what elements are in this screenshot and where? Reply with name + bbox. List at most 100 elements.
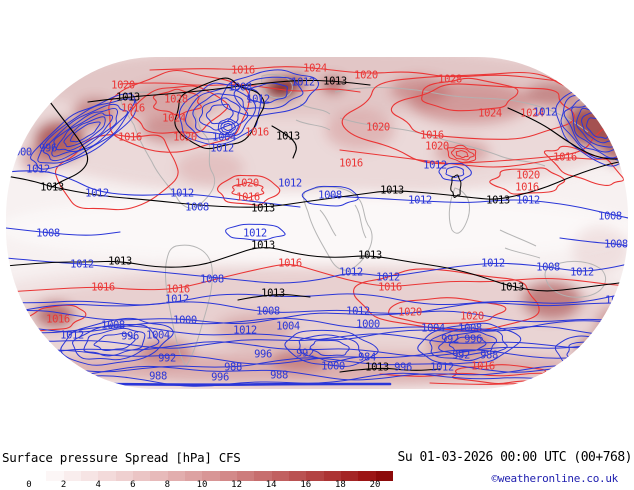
pressure-label: 1008 [185,202,209,214]
pressure-label: 992 [452,350,470,362]
scale-tick: 10 [196,480,208,490]
pressure-label: 1012 [243,228,267,240]
pressure-label: 1012 [165,294,189,306]
pressure-label: 1016 [118,132,142,144]
scale-segment [167,471,185,481]
pressure-label: 1016 [378,282,402,294]
scale-segment [306,471,324,481]
pressure-label: 1012 [346,306,370,318]
pressure-label: 1012 [85,188,109,200]
pressure-label: 1013 [500,282,524,294]
pressure-label: 1016 [245,127,269,139]
scale-segment [63,471,81,481]
pressure-label: 988 [149,371,167,383]
map-title: Surface pressure Spread [hPa] CFS [2,450,241,465]
contours-black [6,77,628,373]
pressure-label: 1020 [173,132,197,144]
pressure-label: 996 [121,331,139,343]
pressure-label: 1016 [471,361,495,373]
pressure-label: 1016 [91,282,115,294]
pressure-label: 1013 [380,185,404,197]
pressure-label: 1004 [146,330,170,342]
pressure-label: 1013 [108,256,132,268]
pressure-label: 1013 [116,92,140,104]
scale-tick: 6 [130,480,136,490]
spread-shading [6,57,628,389]
scale-segment [184,471,203,481]
pressure-label: 1012 [26,164,50,176]
pressure-label: 1008 [36,228,60,240]
pressure-label: 992 [441,334,459,346]
pressure-label: 1012 [233,325,257,337]
pressure-label: 1013 [251,240,275,252]
scale-segment [375,471,393,481]
pressure-label: 1028 [164,94,188,106]
scale-segment [288,471,307,481]
scale-segment [219,471,237,481]
scale-tick: 4 [95,480,101,490]
scale-segment [98,471,116,481]
map-datetime: Su 01-03-2026 00:00 UTC (00+768) [397,450,633,465]
pressure-label: 1020 [366,122,390,134]
pressure-label: 1016 [166,284,190,296]
scale-tick: 12 [231,480,243,490]
pressure-label: 1016 [420,130,444,142]
pressure-label: 1000 [321,361,345,373]
pressure-label: 1024 [162,113,186,125]
scale-segment [202,471,220,481]
pressure-label: 1020 [460,311,484,323]
pressure-label: 1012 [291,77,315,89]
scale-segment [358,471,376,481]
scale-segment [80,471,99,481]
pressure-label: 1008 [200,274,224,286]
pressure-label: 1020 [516,170,540,182]
pressure-label: 1012 [605,295,629,307]
pressure-label: 1008 [256,306,280,318]
pressure-label: 1013 [40,182,64,194]
scale-segment [150,471,168,481]
scale-tick: 2 [60,480,67,490]
pressure-label: 1004 [212,132,236,144]
pressure-label: 1016 [553,152,577,164]
scale-segment [46,471,64,481]
contours-blue [6,69,628,389]
pressure-label: 1012 [376,272,400,284]
pressure-label: 996 [211,372,229,384]
pressure-label: 1020 [398,307,422,319]
scale-tick: 20 [369,480,381,490]
pressure-label: 1016 [278,258,302,270]
scale-segment [236,471,255,481]
pressure-label: 1012 [533,107,557,119]
pressure-label: 1012 [339,267,363,279]
scale-segment [132,471,151,481]
pressure-label: 988 [270,370,288,382]
pressure-label: 988 [480,350,498,362]
pressure-label: 1016 [339,158,363,170]
pressure-label: 1004 [276,321,300,333]
pressure-label: 1000 [173,315,197,327]
pressure-label: 1008 [101,320,125,332]
scale-segment [29,471,47,481]
scale-segment [271,471,289,481]
pressure-label: 1016 [46,314,70,326]
pressure-label: 1012 [516,195,540,207]
pressure-label: 984 [358,352,376,364]
pressure-label: 1016 [231,65,255,77]
pressure-label: 996 [254,349,272,361]
color-scale-ticks: 0 2 4 6 8 10 12 14 16 18 20 [0,481,420,490]
pressure-label: 1028 [438,74,462,86]
pressure-label: 1013 [486,195,510,207]
pressure-label: 1000 [8,147,32,159]
pressure-label: 996 [39,143,57,155]
pressure-label: 1012 [430,362,454,374]
pressure-label: 1016 [515,182,539,194]
pressure-label: 996 [464,334,482,346]
pressure-label: 1024 [520,108,544,120]
pressure-label: 1013 [323,76,347,88]
pressure-label: 1020 [425,141,449,153]
pressure-label: 988 [224,362,242,374]
